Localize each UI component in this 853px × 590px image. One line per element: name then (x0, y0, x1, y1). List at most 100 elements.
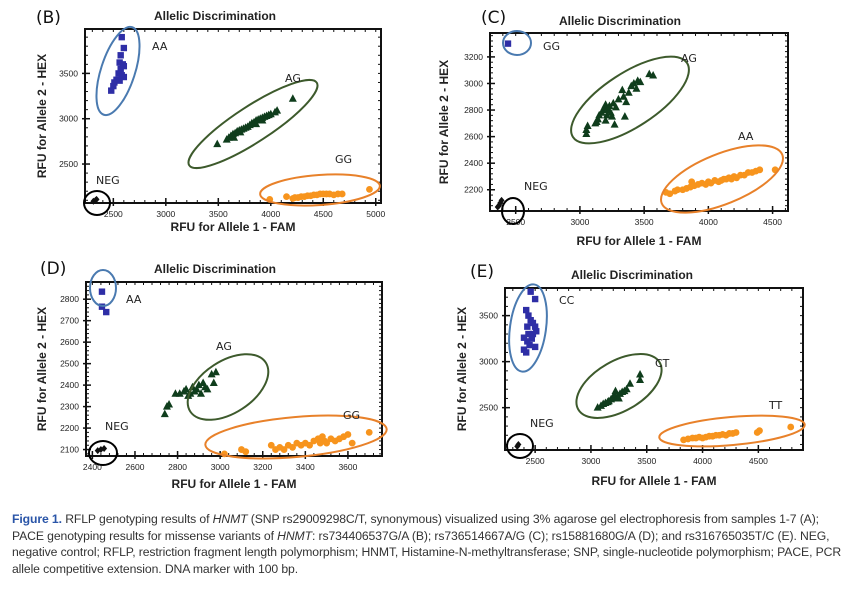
x-tick-label: 4000 (261, 209, 280, 219)
y-tick-label: 3000 (464, 78, 483, 88)
data-point-triangle (182, 384, 191, 393)
cluster-label: AA (738, 130, 754, 143)
x-axis-label: RFU for Allele 1 - FAM (171, 220, 296, 234)
data-point-square (531, 323, 539, 330)
x-axis-label: RFU for Allele 1 - FAM (172, 477, 297, 491)
data-point-square (531, 343, 539, 351)
data-point-square (529, 319, 537, 327)
series-ag (213, 94, 297, 148)
data-point-circle (666, 190, 674, 198)
plot-frame (85, 281, 383, 457)
data-point-square (116, 77, 123, 84)
data-point-square (504, 40, 512, 47)
cluster-ellipse (259, 173, 381, 207)
panel-label-c: (C) (481, 8, 507, 28)
plot-frame (504, 287, 804, 451)
cluster-ellipse (570, 55, 690, 145)
cluster-ellipse (187, 78, 319, 170)
chart-title: Allelic Discrimination (571, 268, 693, 282)
chart-panel: Allelic Discrimination 2400 2600 2800 3000 32… (35, 262, 388, 491)
series-tt (680, 423, 795, 444)
x-tick-label: 3400 (296, 462, 315, 472)
series-ct (593, 370, 645, 411)
y-tick-label: 2500 (60, 359, 79, 369)
data-point-square (528, 335, 535, 342)
data-point-triangle (213, 139, 222, 148)
cluster-ellipse (660, 144, 784, 214)
data-point-triangle (207, 369, 216, 378)
cluster-label: CT (655, 357, 670, 370)
x-tick-label: 3000 (581, 456, 600, 466)
data-point-triangle (649, 71, 658, 79)
y-tick-label: 2300 (60, 402, 79, 412)
data-point-diamond (494, 203, 501, 211)
data-point-square (525, 330, 532, 338)
data-point-square (103, 308, 110, 316)
chart-panel: Allelic Discrimination 2500 3000 3500 4000 45… (437, 14, 789, 248)
y-tick-label: 3200 (464, 52, 483, 62)
data-point-square (108, 87, 115, 94)
x-axis-label: RFU for Allele 1 - FAM (592, 474, 717, 488)
series-ag (582, 69, 658, 137)
y-tick-label: 3000 (59, 114, 78, 124)
chart-title: Allelic Discrimination (154, 262, 276, 276)
data-point-square (526, 341, 533, 349)
data-point-square (118, 33, 125, 41)
x-tick-label: 3000 (211, 462, 230, 472)
data-point-triangle (605, 101, 614, 110)
data-point-triangle (618, 85, 627, 94)
data-point-square (531, 295, 539, 303)
cluster-label: TT (768, 399, 783, 412)
data-point-triangle (624, 88, 633, 96)
panel-label-e: (E) (470, 262, 495, 282)
y-axis-label: RFU for Allele 2 - HEX (35, 54, 49, 178)
data-point-circle (289, 444, 296, 451)
x-axis-label: RFU for Allele 1 - FAM (577, 234, 702, 248)
data-point-diamond (515, 440, 522, 448)
data-point-triangle (175, 389, 184, 397)
x-tick-label: 5000 (366, 209, 385, 219)
x-tick-label: 4000 (693, 456, 712, 466)
cluster-ellipse (502, 30, 532, 56)
cluster-label: AA (126, 293, 142, 306)
series-aa (108, 33, 128, 94)
cluster-ellipse (88, 440, 118, 466)
data-point-triangle (258, 116, 267, 124)
data-point-triangle (611, 386, 620, 395)
series-neg (494, 196, 505, 211)
data-point-circle (756, 166, 764, 174)
data-point-triangle (636, 77, 645, 86)
data-point-square (523, 349, 530, 356)
data-point-triangle (602, 110, 611, 119)
plot-frame (489, 32, 789, 212)
caption-segment: HNMT (212, 512, 248, 526)
x-tick-label: 3600 (338, 462, 357, 472)
y-tick-label: 2400 (464, 158, 483, 168)
data-point-square (120, 44, 128, 52)
cluster-ellipse (658, 414, 806, 448)
data-point-diamond (93, 195, 100, 203)
data-point-circle (732, 429, 740, 436)
series-gg (221, 428, 373, 458)
data-point-triangle (273, 106, 282, 114)
data-point-triangle (194, 380, 203, 389)
data-point-square (117, 65, 124, 73)
data-point-triangle (211, 367, 220, 376)
data-point-triangle (196, 389, 205, 397)
x-tick-label: 3500 (637, 456, 656, 466)
data-point-square (117, 52, 124, 59)
data-point-triangle (622, 384, 631, 393)
data-point-triangle (636, 375, 645, 384)
data-point-circle (787, 423, 795, 431)
data-point-circle (267, 441, 275, 449)
y-tick-label: 3500 (479, 311, 498, 321)
data-point-diamond (101, 444, 108, 452)
caption-segment: (SNP rs29009298C/T, synonymous) visualiz… (12, 512, 819, 543)
cluster-ellipse (186, 353, 270, 421)
data-point-triangle (614, 94, 623, 103)
cluster-ellipse (83, 190, 111, 216)
data-point-triangle (620, 112, 629, 120)
data-point-triangle (160, 409, 169, 418)
y-axis-label: RFU for Allele 2 - HEX (35, 307, 49, 431)
y-tick-label: 2500 (479, 403, 498, 413)
